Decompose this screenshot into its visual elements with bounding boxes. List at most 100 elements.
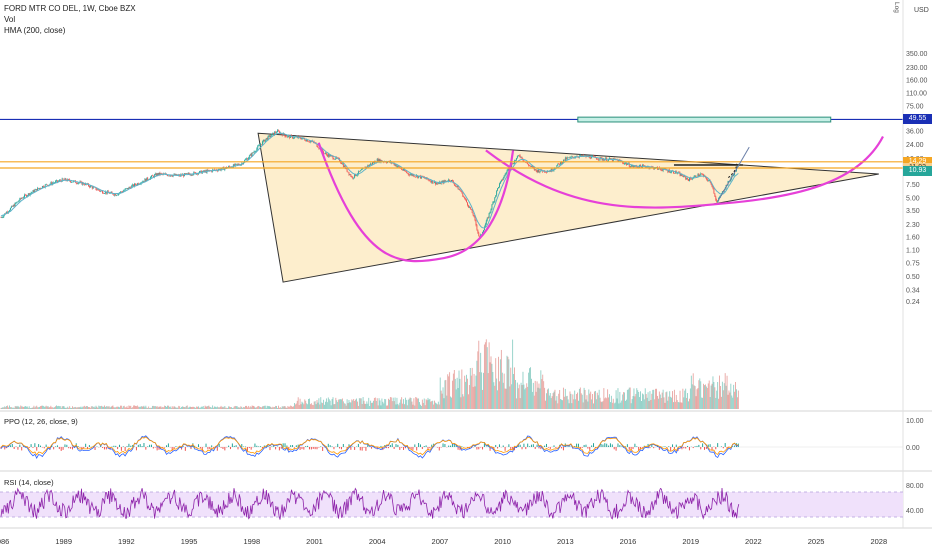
volume-bar bbox=[214, 406, 216, 409]
candle-body bbox=[36, 189, 38, 191]
y-tick-label: 3.50 bbox=[906, 208, 920, 215]
volume-bar bbox=[179, 406, 181, 409]
ppo-hist-bar bbox=[318, 447, 320, 448]
volume-bar bbox=[87, 406, 88, 409]
volume-bar bbox=[64, 407, 66, 409]
candle-body bbox=[507, 168, 509, 171]
candle-body bbox=[285, 136, 287, 138]
volume-bar bbox=[141, 406, 143, 409]
time-axis[interactable]: 1986198919921995199820012004200720102013… bbox=[0, 537, 887, 546]
candle-body bbox=[18, 200, 20, 202]
candle-body bbox=[135, 184, 137, 186]
candle-body bbox=[191, 174, 193, 176]
volume-bar bbox=[700, 381, 702, 409]
candle-body bbox=[30, 192, 32, 194]
candle-body bbox=[250, 154, 252, 156]
y-tick-label: 1.10 bbox=[906, 247, 920, 254]
volume-bar bbox=[149, 407, 151, 409]
candle-body bbox=[562, 159, 564, 163]
candle-body bbox=[691, 178, 693, 180]
volume-bar bbox=[124, 407, 126, 409]
volume-bar bbox=[263, 405, 265, 409]
candle-body bbox=[110, 192, 112, 193]
candle-body bbox=[428, 179, 430, 181]
volume-bar bbox=[91, 406, 93, 409]
volume-bar bbox=[291, 406, 293, 409]
volume-bar bbox=[591, 399, 593, 409]
volume-bar bbox=[602, 401, 604, 409]
volume-bar bbox=[307, 404, 309, 409]
ppo-hist-bar bbox=[724, 443, 726, 447]
volume-bar bbox=[710, 385, 712, 409]
volume-bar bbox=[202, 405, 204, 409]
candle-body bbox=[360, 169, 362, 171]
volume-bar bbox=[253, 406, 255, 409]
ppo-hist-bar bbox=[448, 445, 450, 447]
volume-bar bbox=[732, 397, 734, 409]
volume-bar bbox=[279, 407, 281, 409]
ppo-hist-bar bbox=[198, 444, 200, 447]
ppo-hist-bar bbox=[128, 443, 130, 447]
volume-bar bbox=[172, 407, 174, 409]
ppo-hist-bar bbox=[267, 446, 269, 447]
ppo-hist-bar bbox=[636, 446, 638, 447]
ppo-hist-bar bbox=[419, 444, 421, 447]
ppo-hist-bar bbox=[228, 445, 230, 447]
volume-bar bbox=[72, 407, 74, 409]
ppo-hist-bar bbox=[491, 447, 493, 449]
ppo-hist-bar bbox=[327, 443, 329, 447]
candle-body bbox=[477, 229, 479, 233]
axis-mode-label[interactable]: Log bbox=[893, 2, 900, 13]
candle-body bbox=[386, 162, 388, 163]
candle-body bbox=[61, 178, 63, 182]
volume-bar bbox=[210, 407, 212, 409]
volume-bar bbox=[470, 375, 472, 409]
x-tick-label: 2013 bbox=[557, 537, 574, 546]
candle-body bbox=[351, 176, 353, 178]
volume-bar bbox=[3, 407, 5, 409]
volume-bar bbox=[391, 401, 393, 409]
candle-body bbox=[120, 191, 122, 193]
ppo-hist-bar bbox=[117, 447, 119, 450]
candle-body bbox=[424, 178, 426, 179]
candle-body bbox=[169, 175, 171, 177]
candle-body bbox=[506, 170, 508, 174]
volume-bar bbox=[666, 391, 668, 409]
ppo-hist-bar bbox=[120, 447, 122, 451]
volume-bar bbox=[624, 392, 626, 409]
volume-bar bbox=[690, 375, 692, 409]
price-axis[interactable]: 350.00230.00160.00110.0075.0036.0024.001… bbox=[906, 51, 928, 306]
candle-body bbox=[437, 183, 439, 185]
volume-bar bbox=[104, 406, 106, 409]
x-tick-label: 2022 bbox=[745, 537, 762, 546]
candle-body bbox=[327, 154, 329, 157]
ppo-hist-bar bbox=[32, 447, 34, 448]
volume-bar bbox=[66, 407, 68, 409]
volume-bar bbox=[657, 398, 659, 409]
volume-bar bbox=[113, 407, 115, 409]
candle-body bbox=[463, 196, 465, 198]
candle-body bbox=[291, 135, 293, 137]
candle-body bbox=[661, 170, 663, 171]
candle-body bbox=[28, 193, 30, 196]
volume-bar bbox=[303, 404, 305, 409]
candle-body bbox=[145, 178, 147, 182]
volume-bar bbox=[520, 382, 522, 409]
candle-body bbox=[688, 179, 689, 181]
volume-bar bbox=[359, 398, 361, 409]
candle-body bbox=[632, 165, 634, 167]
volume-bar bbox=[688, 401, 689, 409]
ppo-hist-bar bbox=[497, 447, 499, 449]
volume-bar bbox=[521, 385, 523, 409]
x-tick-label: 2001 bbox=[306, 537, 323, 546]
candle-body bbox=[255, 150, 257, 152]
volume-bar bbox=[365, 403, 367, 409]
volume-bar bbox=[40, 406, 41, 409]
candle-body bbox=[667, 170, 669, 172]
volume-bar bbox=[158, 406, 160, 409]
candle-body bbox=[248, 155, 250, 158]
volume-bar bbox=[418, 398, 420, 409]
volume-bar bbox=[735, 381, 736, 409]
candle-body bbox=[253, 151, 255, 153]
